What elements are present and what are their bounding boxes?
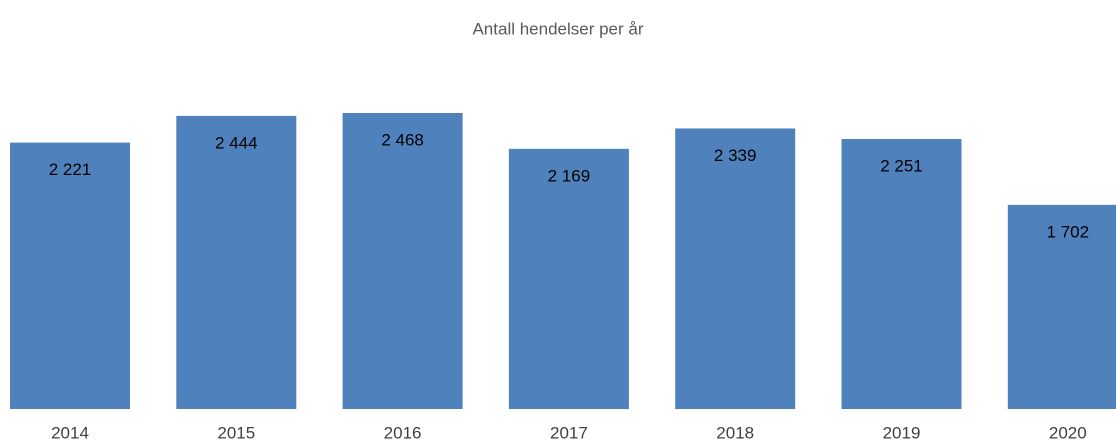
x-tick-label: 2017 [550, 423, 588, 441]
bar [10, 142, 130, 409]
bar [675, 128, 796, 410]
value-label: 2 251 [880, 157, 923, 176]
x-tick-label: 2018 [716, 423, 754, 441]
value-label: 2 339 [714, 146, 757, 165]
value-label: 2 444 [215, 133, 258, 152]
value-label: 1 702 [1047, 222, 1090, 241]
bar [508, 148, 629, 410]
x-tick-label: 2019 [883, 423, 921, 441]
chart-title: Antall hendelser per år [472, 19, 643, 38]
value-label: 2 169 [548, 166, 591, 185]
value-label: 2 221 [49, 160, 92, 179]
value-label: 2 468 [381, 130, 424, 149]
bar [841, 139, 962, 409]
bar [1007, 204, 1116, 409]
bar [176, 115, 297, 409]
bar [342, 113, 463, 409]
x-tick-label: 2016 [384, 423, 422, 441]
x-tick-label: 2020 [1049, 423, 1087, 441]
x-tick-label: 2014 [51, 423, 89, 441]
x-tick-label: 2015 [217, 423, 255, 441]
